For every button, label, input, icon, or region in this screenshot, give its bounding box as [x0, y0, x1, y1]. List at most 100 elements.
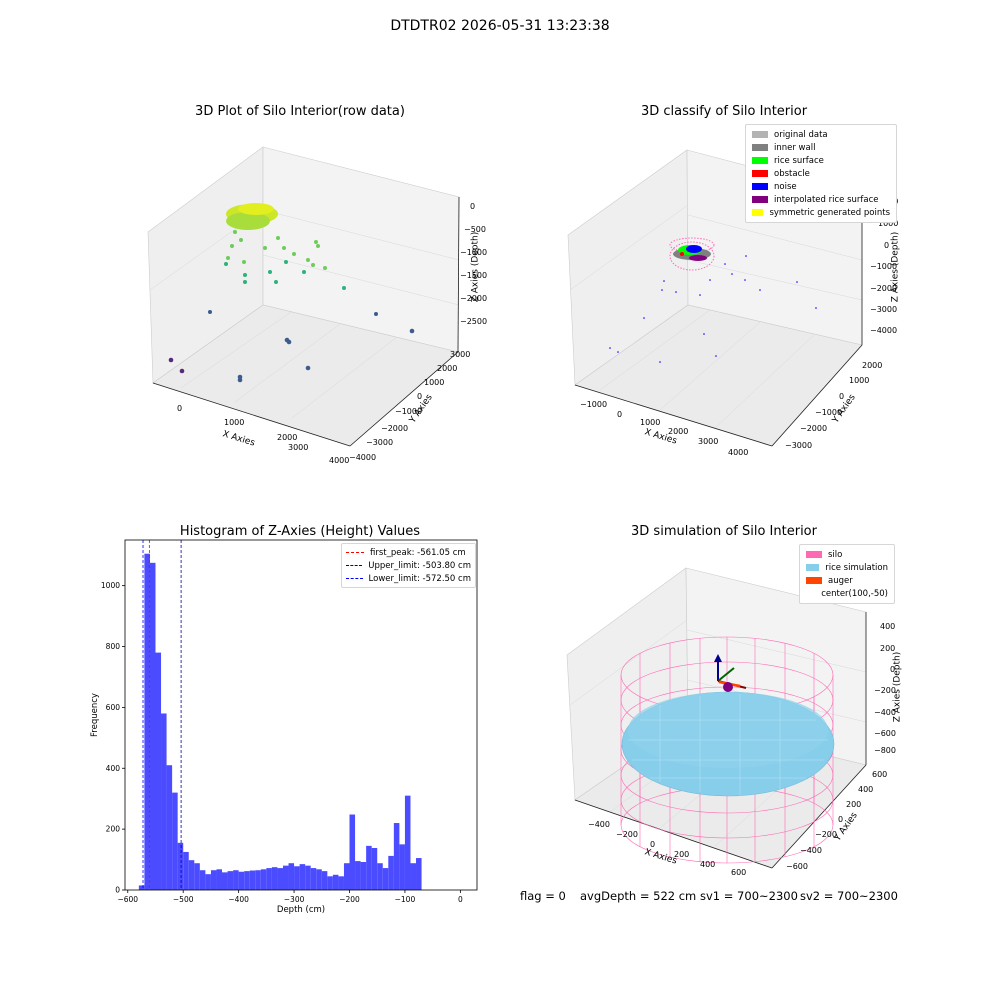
x-tick-label: −500 [173, 895, 194, 904]
sim-ztick: −600 [874, 729, 896, 738]
y-tick-label: 400 [106, 764, 121, 773]
histogram-bar [277, 868, 283, 890]
raw-ytick: 0 [417, 392, 423, 401]
classify-ztick: −3000 [870, 305, 898, 314]
histogram-bar [271, 867, 278, 890]
histogram-bar [366, 845, 372, 890]
legend-item: rice simulation [806, 561, 888, 574]
histogram-bar [282, 865, 289, 890]
legend-label: Upper_limit: -503.80 cm [368, 560, 471, 571]
x-tick-label: −100 [395, 895, 416, 904]
classify-legend: original data inner wall rice surface ob… [745, 124, 897, 223]
legend-swatch [752, 157, 768, 164]
classify-xtick: 1000 [640, 418, 661, 427]
histogram-bar [382, 868, 389, 890]
classify-ytick: 2000 [862, 361, 883, 370]
sim-xtick: 600 [731, 868, 747, 877]
legend-swatch [752, 183, 768, 190]
legend-label: auger [828, 575, 853, 586]
legend-item: original data [752, 128, 890, 141]
histogram-bar [260, 869, 267, 890]
sim-ytick: −600 [786, 862, 808, 871]
sv2-status: sv2 = 700~2300 [800, 889, 898, 903]
legend-swatch [752, 131, 768, 138]
histogram-legend: first_peak: -561.05 cm Upper_limit: -503… [341, 543, 476, 588]
classify-xtick: 4000 [728, 448, 749, 457]
legend-item: inner wall [752, 141, 890, 154]
y-tick-label: 0 [115, 886, 120, 895]
histogram-bar [194, 863, 200, 890]
raw-ytick: −1000 [395, 407, 423, 416]
legend-item: center(100,-50) [806, 587, 888, 600]
raw-ytick: 2000 [437, 364, 458, 373]
histogram-bar [416, 858, 422, 890]
histogram-bar [144, 553, 150, 890]
legend-line-lower-limit [346, 578, 363, 579]
raw-xtick: 0 [177, 404, 183, 413]
y-tick-label: 600 [106, 703, 121, 712]
legend-label: silo [828, 549, 843, 560]
histogram-bar [216, 869, 223, 890]
classify-xtick: 0 [617, 410, 623, 419]
legend-label: center(100,-50) [821, 588, 888, 599]
legend-item: silo [806, 548, 888, 561]
avg-depth-status: avgDepth = 522 cm [580, 889, 697, 903]
legend-label: rice simulation [825, 562, 888, 573]
histogram-bar [233, 870, 239, 890]
classify-ztick: −4000 [870, 326, 898, 335]
histogram-title: Histogram of Z-Axies (Height) Values [179, 524, 421, 539]
histogram-bar [377, 863, 383, 890]
classify-ytick: −2000 [800, 424, 828, 433]
raw-xtick: 3000 [288, 443, 309, 452]
x-tick-label: −400 [228, 895, 249, 904]
histogram-bar [166, 765, 173, 890]
histogram-bar [177, 842, 184, 890]
sim-ztick: −200 [874, 686, 896, 695]
simulation-plot-title: 3D simulation of Silo Interior [631, 524, 817, 539]
x-tick-label: −600 [117, 895, 138, 904]
histogram-bar [222, 872, 228, 890]
simulation-legend: silo rice simulation auger center(100,-5… [799, 544, 895, 604]
sim-ztick: 0 [890, 665, 896, 674]
legend-item: first_peak: -561.05 cm [346, 546, 471, 559]
histogram-bar [343, 863, 350, 890]
legend-line-upper-limit [346, 565, 363, 566]
raw-ztick: −1000 [460, 248, 488, 257]
histogram-bar [288, 863, 295, 890]
raw-ytick: 3000 [450, 350, 471, 359]
histogram-bar [316, 869, 322, 890]
classify-ytick: 1000 [849, 376, 870, 385]
classify-ztick: −1000 [870, 262, 898, 271]
histogram-bar [161, 713, 167, 890]
histogram-bar [227, 871, 234, 890]
sv1-status: sv1 = 700~2300 [700, 889, 798, 903]
figure-title: DTDTR02 2026-05-31 13:23:38 [390, 18, 610, 34]
histogram-bar [183, 851, 189, 890]
classify-plot-title: 3D classify of Silo Interior [640, 104, 808, 119]
legend-swatch [806, 564, 820, 571]
sim-ytick: −400 [800, 846, 822, 855]
legend-label: rice surface [774, 155, 824, 166]
classify-ztick: 1000 [878, 219, 899, 228]
legend-label: inner wall [774, 142, 816, 153]
legend-label: original data [774, 129, 828, 140]
legend-swatch [752, 196, 768, 203]
raw-plot-title: 3D Plot of Silo Interior(row data) [195, 104, 405, 119]
sim-ytick: 200 [846, 800, 862, 809]
legend-item: auger [806, 574, 888, 587]
classify-ztick: −2000 [870, 284, 898, 293]
histogram-bar [332, 874, 339, 890]
classify-ytick: 0 [839, 392, 845, 401]
legend-label: Lower_limit: -572.50 cm [368, 573, 471, 584]
histogram-bar [266, 868, 272, 890]
sim-ytick: 0 [838, 815, 844, 824]
sim-ztick: 200 [880, 644, 896, 653]
histogram-bar [244, 871, 250, 890]
legend-swatch [752, 209, 764, 216]
sim-ztick: −400 [874, 708, 896, 717]
legend-label: obstacle [774, 168, 810, 179]
sim-xtick: −200 [616, 830, 638, 839]
histogram-bar [205, 874, 211, 890]
histogram-bar [172, 792, 178, 890]
